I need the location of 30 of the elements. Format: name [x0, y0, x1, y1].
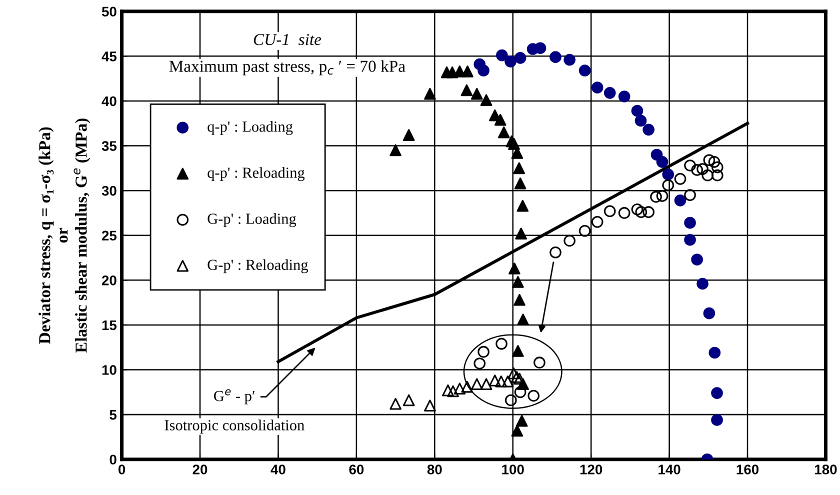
x-tick-label: 180	[815, 464, 837, 474]
annotation: Maximum past stress, p$_{c}$ ′ = 70 kPa	[169, 60, 406, 76]
y-tick-label: 0	[110, 454, 116, 465]
legend-label: q-p' : Reloading	[208, 167, 305, 182]
x-tick-label: 40	[270, 464, 286, 474]
y-tick-label: 15	[102, 320, 117, 330]
legend-label: q-p' : Loading	[208, 121, 293, 135]
legend-label: G-p' : Reloading	[208, 259, 308, 274]
y-tick-label: 20	[102, 276, 116, 286]
x-tick-label: 0	[118, 464, 126, 474]
annotation: Isotropic consolidation	[164, 420, 304, 434]
y-axis-title: Deviator stress, q = σ₁-σ₃ (kPa) or Elastic shear modulus, G$^{e}$ (MPa)	[38, 118, 90, 353]
y-tick-label: 45	[102, 52, 117, 62]
x-tick-label: 80	[427, 464, 442, 474]
y-tick-label: 5	[110, 410, 117, 420]
x-tick-label: 20	[192, 464, 208, 474]
y-tick-label: 10	[102, 365, 116, 375]
y-tick-label: 35	[102, 141, 117, 151]
x-tick-label: 120	[580, 464, 602, 474]
y-tick-label: 40	[102, 96, 116, 106]
y-tick-label: 25	[102, 230, 117, 241]
y-tick-label: 50	[102, 6, 116, 17]
annotation: G$^{e}$ - p′	[214, 389, 255, 404]
x-tick-label: 160	[736, 464, 759, 474]
legend-label: G-p' : Loading	[208, 213, 296, 228]
x-tick-label: 140	[658, 464, 680, 474]
x-tick-label: 60	[349, 464, 364, 474]
y-tick-label: 30	[102, 186, 116, 196]
x-tick-label: 100	[502, 464, 524, 474]
annotation: CU-1 site	[254, 34, 322, 46]
